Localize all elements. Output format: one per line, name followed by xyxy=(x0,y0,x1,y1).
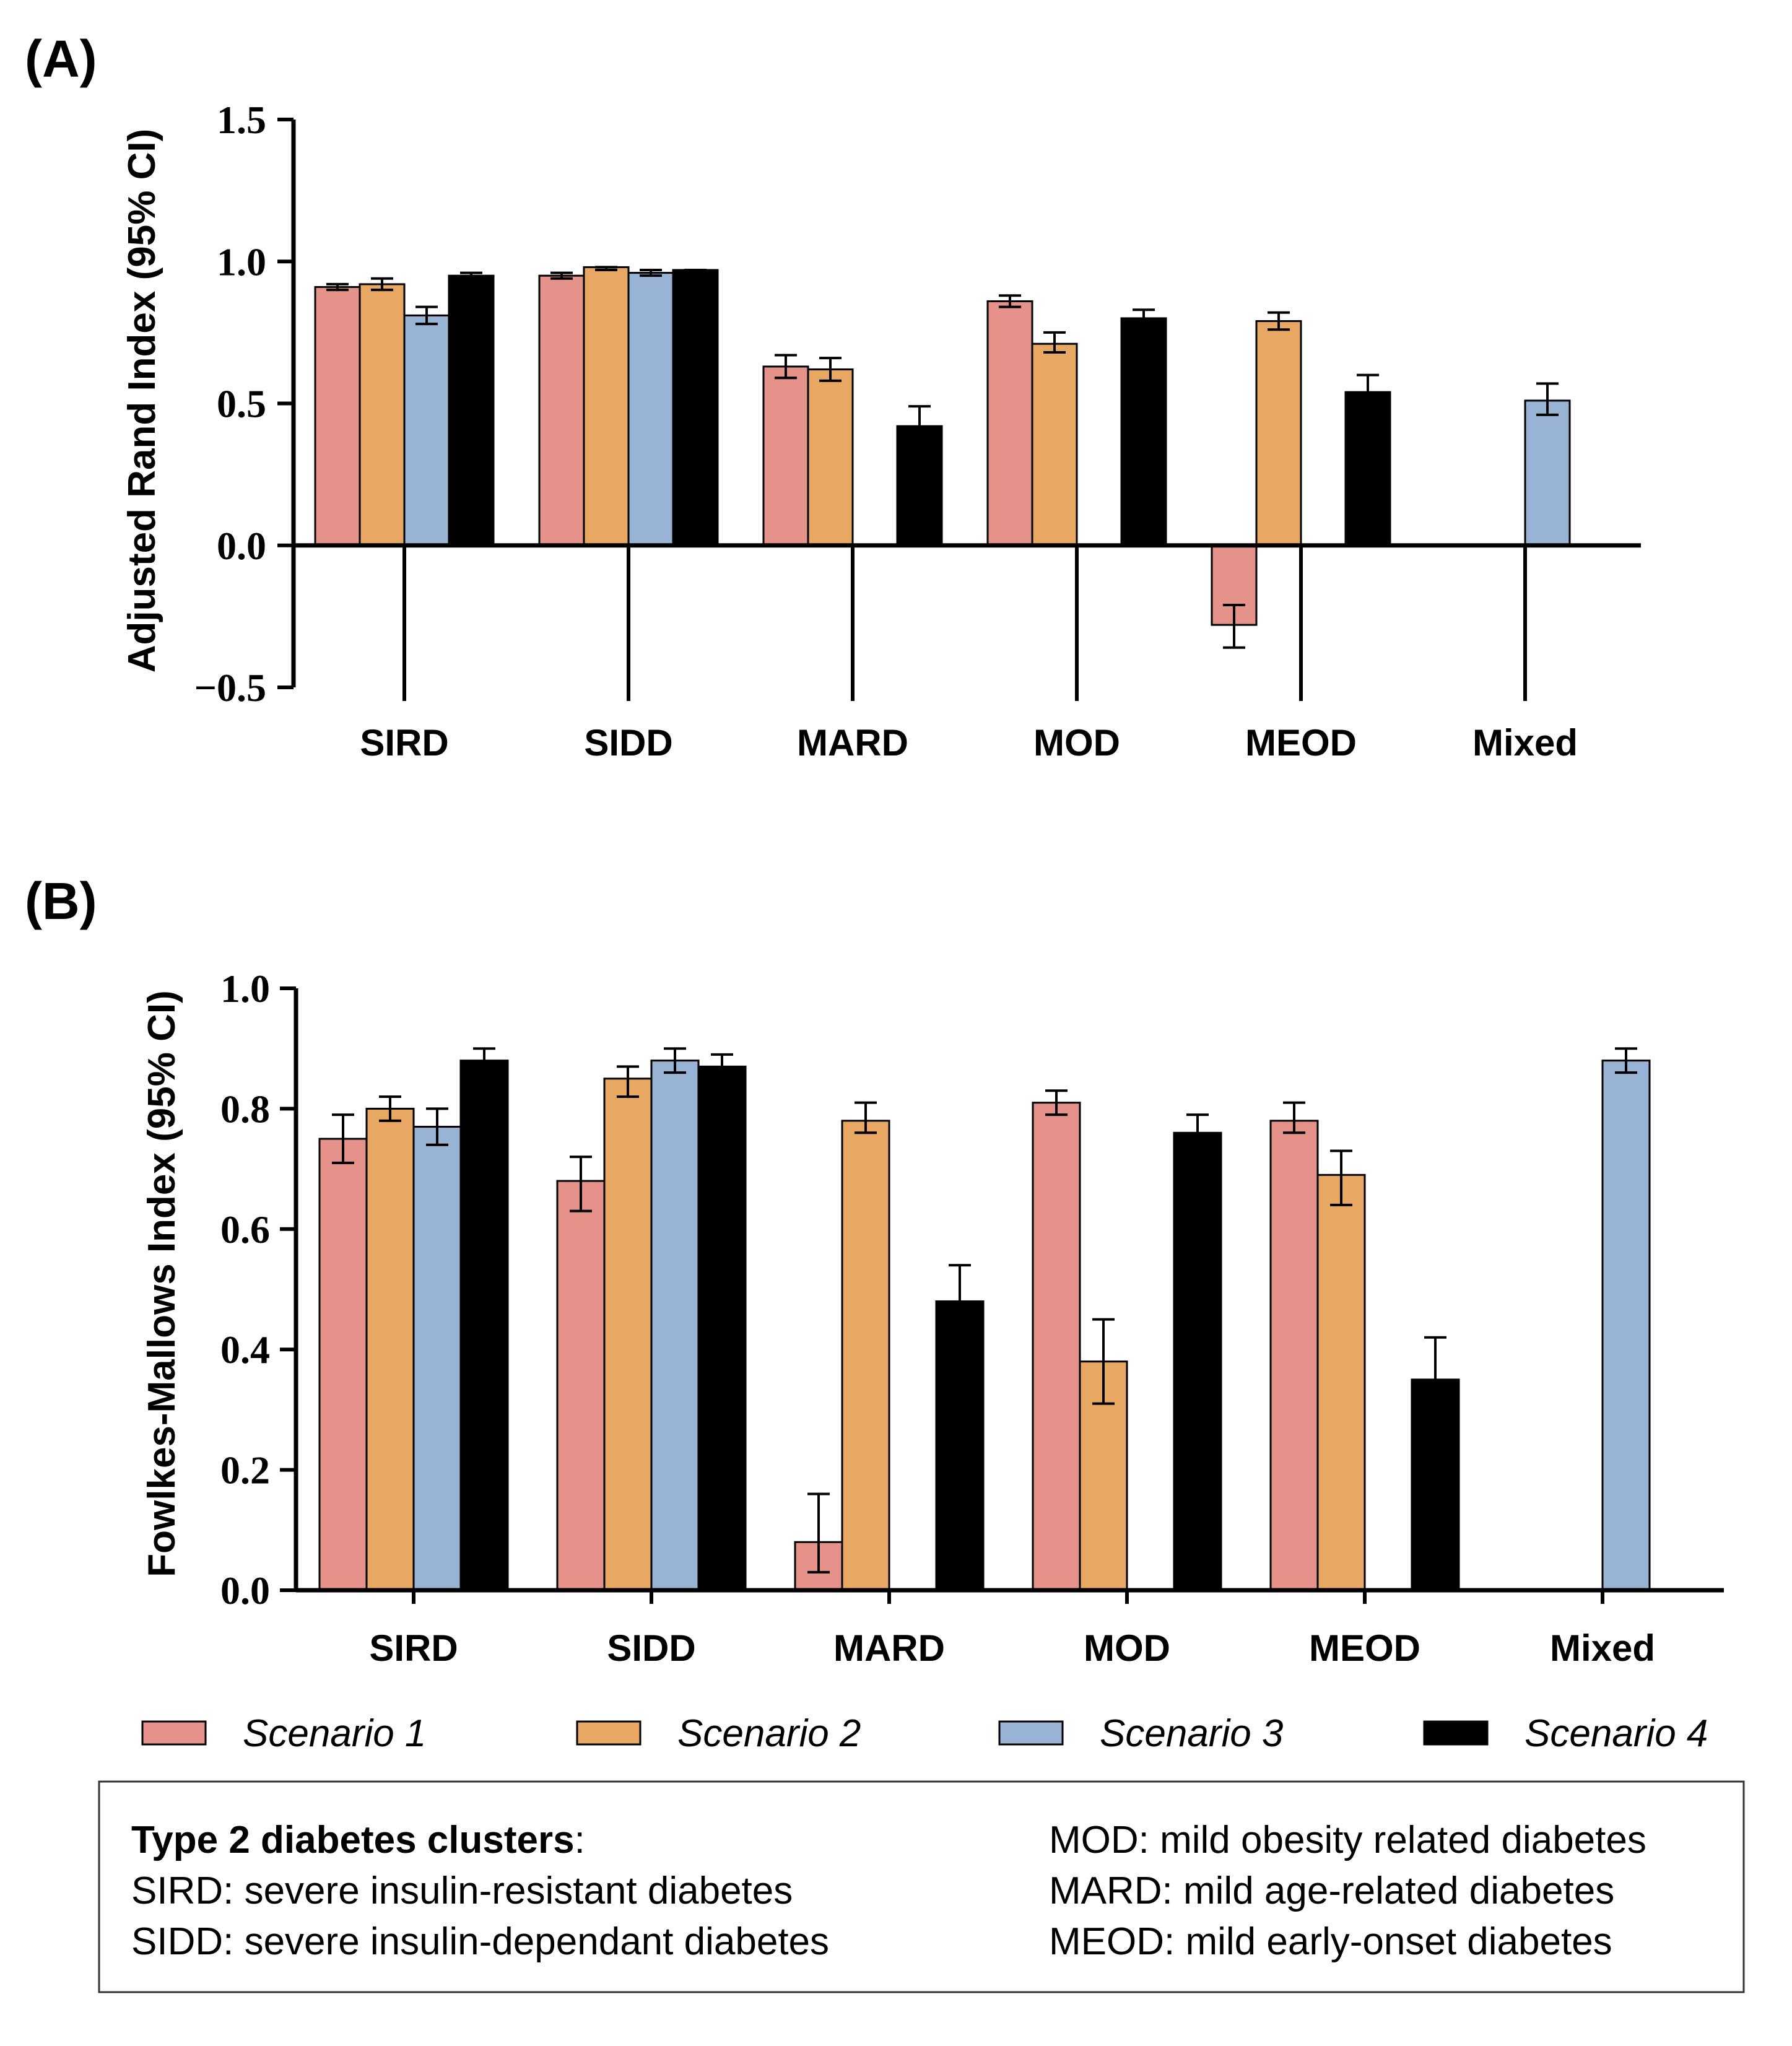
notes-mard: MARD: mild age-related diabetes xyxy=(1049,1870,1614,1912)
panel-a-bar-mod-scenario-4 xyxy=(1120,317,1167,547)
panel-b-bar-mixed-scenario-3 xyxy=(1601,1060,1651,1591)
legend-label-scenario-4: Scenario 4 xyxy=(1525,1712,1708,1755)
legend: Scenario 1 Scenario 2 Scenario 3 Scenari… xyxy=(141,1712,1708,1755)
panel-b-plot-area: 0.0 0.2 0.4 0.6 0.8 1.0 SIRD SIDD MARD MOD MEOD Mix… xyxy=(220,967,1724,1669)
panel-b-label: (B) xyxy=(25,872,97,930)
panel-b-bar-mard-scenario-2 xyxy=(841,1120,890,1591)
legend-swatch-scenario-1 xyxy=(141,1720,207,1746)
notes-mod: MOD: mild obesity related diabetes xyxy=(1049,1819,1646,1861)
legend-item-scenario-4: Scenario 4 xyxy=(1423,1712,1708,1755)
panel-b-category-label: Mixed xyxy=(1550,1627,1655,1669)
panel-b-category-label: MARD xyxy=(833,1627,945,1669)
panel-a-plot-area: −0.5 0.0 0.5 1.0 1.5 SIRD SIDD MARD MOD MEOD Mixed xyxy=(194,98,1641,764)
panel-a-category-label: MARD xyxy=(797,722,908,764)
panel-a-bar-mod-scenario-1 xyxy=(986,300,1033,547)
panel-b-chart: (B) Fowlkes-Mallows Index (95% CI) 0.00.… xyxy=(25,872,1724,1669)
panel-b-category-label: SIRD xyxy=(369,1627,458,1669)
panel-a-label: (A) xyxy=(25,30,97,88)
legend-item-scenario-1: Scenario 1 xyxy=(141,1712,426,1755)
panel-a-y-tick-label: −0.5 xyxy=(194,666,266,710)
panel-a-bar-sidd-scenario-4 xyxy=(672,269,719,547)
panel-b-bar-sidd-scenario-1 xyxy=(556,1180,606,1591)
notes-sidd: SIDD: severe insulin-dependant diabetes xyxy=(131,1920,829,1963)
panel-a-bar-sidd-scenario-3 xyxy=(627,272,674,547)
panel-b-bar-sidd-scenario-3 xyxy=(650,1060,700,1591)
panel-a-y-tick-label: 1.0 xyxy=(217,240,266,284)
panel-b-y-tick-label: 1.0 xyxy=(220,967,270,1011)
legend-label-scenario-2: Scenario 2 xyxy=(677,1712,861,1755)
panel-a-bar-mixed-scenario-3 xyxy=(1524,399,1571,547)
cluster-definitions-box: Type 2 diabetes clusters: SIRD: severe i… xyxy=(98,1780,1745,1993)
panel-b-bar-mod-scenario-1 xyxy=(1032,1102,1081,1591)
panel-a-category-label: SIDD xyxy=(584,722,672,764)
legend-item-scenario-3: Scenario 3 xyxy=(998,1712,1283,1755)
panel-b-y-tick-label: 0.6 xyxy=(220,1208,270,1252)
panel-a-bar-mod-scenario-2 xyxy=(1031,342,1078,547)
panel-b-y-tick-label: 0.4 xyxy=(220,1328,270,1372)
panel-a-category-label: Mixed xyxy=(1472,722,1578,764)
panel-a-bar-mard-scenario-1 xyxy=(762,365,809,547)
panel-a-bar-meod-scenario-2 xyxy=(1255,320,1302,547)
panel-b-bar-sidd-scenario-2 xyxy=(603,1077,653,1591)
panel-b-bar-sird-scenario-3 xyxy=(412,1126,462,1591)
panel-a-category-label: MEOD xyxy=(1245,722,1357,764)
notes-border xyxy=(98,1780,1745,1993)
panel-a-bar-sird-scenario-2 xyxy=(359,283,406,547)
legend-swatch-scenario-3 xyxy=(998,1720,1064,1746)
notes-meod: MEOD: mild early-onset diabetes xyxy=(1049,1920,1612,1963)
panel-a-y-tick-label: 0.0 xyxy=(217,524,266,568)
panel-b-bar-sird-scenario-1 xyxy=(318,1138,368,1591)
panel-b-y-tick-label: 0.2 xyxy=(220,1448,270,1492)
panel-a-bar-sird-scenario-4 xyxy=(448,274,495,547)
panel-a-bar-sird-scenario-3 xyxy=(403,314,450,547)
legend-label-scenario-3: Scenario 3 xyxy=(1100,1712,1283,1755)
legend-item-scenario-2: Scenario 2 xyxy=(576,1712,861,1755)
notes-heading: Type 2 diabetes clusters xyxy=(131,1819,575,1861)
panel-a-y-tick-label: 1.5 xyxy=(217,98,266,142)
notes-sird: SIRD: severe insulin-resistant diabetes xyxy=(131,1870,793,1912)
panel-b-y-tick-label: 0.8 xyxy=(220,1087,270,1131)
panel-a-bar-sidd-scenario-1 xyxy=(538,274,585,547)
panel-a-category-label: SIRD xyxy=(360,722,448,764)
panel-a-y-tick-label: 0.5 xyxy=(217,382,266,426)
panel-a-category-label: MOD xyxy=(1033,722,1120,764)
panel-a-bar-mard-scenario-4 xyxy=(896,425,943,547)
legend-swatch-scenario-2 xyxy=(576,1720,642,1746)
panel-a-chart: (A) Adjusted Rand Index (95% CI) −0.5 0.0… xyxy=(25,30,1641,764)
panel-b-bar-sidd-scenario-4 xyxy=(697,1065,747,1591)
panel-a-bar-mard-scenario-2 xyxy=(807,368,854,547)
notes-heading-line: Type 2 diabetes clusters: xyxy=(131,1819,585,1861)
panel-a-bar-sidd-scenario-2 xyxy=(583,266,630,547)
panel-b-y-axis-title: Fowlkes-Mallows Index (95% CI) xyxy=(141,990,183,1577)
panel-b-bar-meod-scenario-2 xyxy=(1316,1173,1366,1591)
notes-heading-colon: : xyxy=(575,1819,585,1861)
legend-swatch-scenario-4 xyxy=(1423,1720,1489,1746)
panel-a-y-axis-title: Adjusted Rand Index (95% CI) xyxy=(121,129,163,673)
legend-label-scenario-1: Scenario 1 xyxy=(243,1712,426,1755)
panel-b-bar-sird-scenario-2 xyxy=(365,1107,415,1591)
panel-b-category-label: MOD xyxy=(1084,1627,1170,1669)
panel-b-category-label: MEOD xyxy=(1309,1627,1420,1669)
panel-b-bar-mard-scenario-4 xyxy=(935,1300,985,1591)
panel-a-bar-sird-scenario-1 xyxy=(314,286,361,547)
panel-b-bar-mod-scenario-4 xyxy=(1173,1131,1222,1591)
panel-b-bar-meod-scenario-1 xyxy=(1269,1120,1319,1591)
panel-a-bar-meod-scenario-4 xyxy=(1344,391,1391,547)
panel-b-y-tick-label: 0.0 xyxy=(220,1569,270,1613)
panel-b-category-label: SIDD xyxy=(607,1627,695,1669)
panel-b-bar-sird-scenario-4 xyxy=(459,1060,509,1591)
